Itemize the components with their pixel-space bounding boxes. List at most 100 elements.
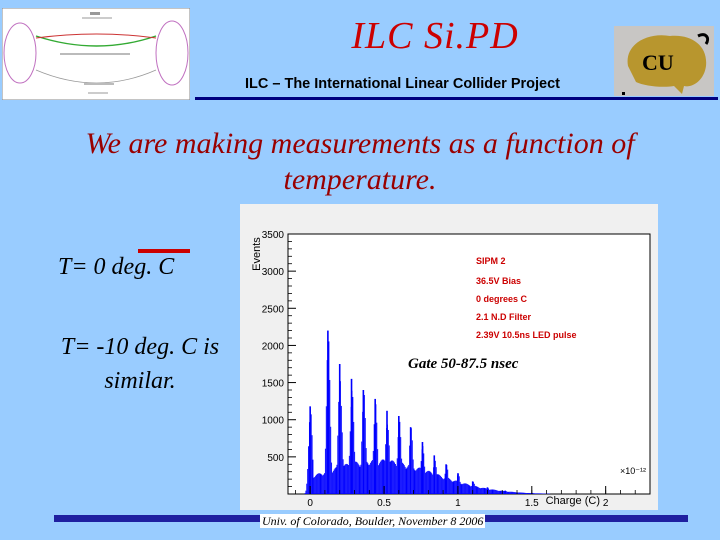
histogram-bar xyxy=(369,464,371,494)
histogram-bar xyxy=(308,446,309,494)
histogram-bar xyxy=(436,474,438,494)
histogram-bar xyxy=(420,461,422,494)
histogram-bar xyxy=(317,473,319,494)
histogram-bar xyxy=(315,475,317,494)
histogram-bar xyxy=(418,467,419,494)
histogram-bar xyxy=(321,474,323,494)
histogram-bar xyxy=(348,455,350,494)
histogram-bar xyxy=(536,493,538,494)
y-tick-label: 1000 xyxy=(262,416,285,427)
histogram-bar xyxy=(343,465,345,494)
histogram-bar xyxy=(371,460,373,494)
histogram-bar xyxy=(488,488,489,494)
histogram-bar xyxy=(476,486,478,494)
histogram-peak xyxy=(471,481,474,494)
legend-entry: 2.1 N.D Filter xyxy=(476,312,532,322)
histogram-bar xyxy=(500,490,502,494)
histogram-bar xyxy=(392,460,394,494)
histogram-bar xyxy=(390,460,392,494)
histogram-bar xyxy=(465,483,466,494)
histogram-bar xyxy=(382,459,384,494)
histogram-bar xyxy=(416,469,418,494)
histogram-bar xyxy=(379,463,380,494)
histogram-bar xyxy=(371,461,372,494)
histogram-bar xyxy=(394,464,396,494)
histogram-peak xyxy=(350,378,353,494)
histogram-bar xyxy=(316,474,317,494)
histogram-bar xyxy=(393,461,395,494)
histogram-bar xyxy=(365,448,367,494)
y-tick-label: 1500 xyxy=(262,379,285,390)
histogram-svg: 500 1000 1500 2000 2500 3000 3500 0 0.5 1 1.5 2 Eve… xyxy=(240,204,658,510)
histogram-bar xyxy=(455,480,457,494)
histogram-bar xyxy=(461,484,463,494)
histogram-bar xyxy=(383,459,385,494)
histogram-bar xyxy=(542,493,544,494)
histogram-bar xyxy=(426,471,427,494)
histogram-bar xyxy=(440,475,442,494)
histogram-bar xyxy=(525,492,527,494)
histogram-bar xyxy=(411,440,413,494)
histogram-bar xyxy=(510,491,512,494)
histogram-bar xyxy=(477,486,479,494)
histogram-bar xyxy=(361,441,363,494)
histogram-bar xyxy=(471,485,473,494)
histogram-bar xyxy=(381,459,383,494)
histogram-bar xyxy=(467,484,469,494)
histogram-bar xyxy=(458,476,460,494)
histogram-bar xyxy=(395,465,397,494)
histogram-bar xyxy=(503,490,505,494)
histogram-bar xyxy=(312,459,314,494)
histogram-bar xyxy=(391,460,393,494)
histogram-bar xyxy=(535,493,536,494)
histogram-bar xyxy=(306,483,308,494)
histogram-bar xyxy=(501,490,503,494)
histogram-peak xyxy=(386,410,388,494)
histogram-bar xyxy=(520,492,522,494)
histogram-bar xyxy=(464,483,466,494)
legend-entry: 36.5V Bias xyxy=(476,276,521,286)
histogram-bar xyxy=(522,492,524,494)
histogram-bar xyxy=(442,479,444,494)
histogram-bar xyxy=(488,489,490,494)
histogram-bar xyxy=(387,429,389,494)
histogram-bar xyxy=(469,485,471,494)
histogram-bar xyxy=(512,491,513,494)
histogram-peak xyxy=(309,406,311,494)
histogram-bar xyxy=(313,477,315,494)
histogram-bar xyxy=(483,487,485,494)
histogram-bar xyxy=(322,475,324,494)
histogram-bars xyxy=(304,330,551,494)
histogram-bar xyxy=(447,469,449,494)
histogram-peak xyxy=(445,464,447,494)
histogram-peak xyxy=(374,398,376,494)
histogram-bar xyxy=(505,491,507,494)
histogram-bar xyxy=(318,473,320,494)
histogram-bar xyxy=(354,451,356,494)
histogram-bar xyxy=(357,463,359,494)
histogram-bar xyxy=(352,396,354,494)
histogram-bar xyxy=(323,474,325,494)
histogram-bar xyxy=(404,466,406,494)
histogram-bar xyxy=(540,493,542,494)
histogram-peak xyxy=(338,364,341,494)
ilc-layout-diagram xyxy=(1,7,191,101)
histogram-bar xyxy=(307,469,309,494)
histogram-bar xyxy=(468,485,470,494)
x-tick-label: 1 xyxy=(455,498,461,509)
histogram-bar xyxy=(452,481,454,494)
histogram-bar xyxy=(412,459,414,494)
histogram-bar xyxy=(401,458,403,494)
histogram-bar xyxy=(512,491,514,494)
y-tick-label: 500 xyxy=(267,453,284,464)
histogram-bar xyxy=(480,488,482,494)
histogram-bar xyxy=(451,481,453,494)
histogram-bar xyxy=(358,465,360,494)
histogram-bar xyxy=(376,422,378,494)
histogram-bar xyxy=(508,491,510,494)
histogram-bar xyxy=(443,478,445,494)
histogram-bar xyxy=(462,483,464,494)
histogram-bar xyxy=(480,488,481,494)
histogram-bar xyxy=(496,490,498,494)
histogram-bar xyxy=(539,493,541,494)
